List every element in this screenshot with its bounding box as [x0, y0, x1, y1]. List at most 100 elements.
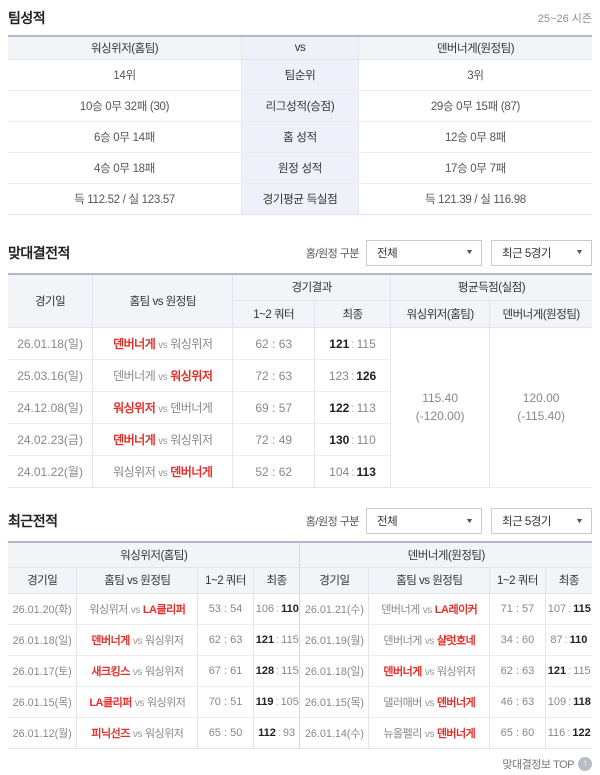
vs-label: vs — [130, 604, 141, 616]
recent-table: 워싱위저(홈팀) 덴버너게(원정팀) 경기일 홈팀 vs 원정팀 1~2 쿼터 … — [8, 541, 592, 749]
final-column-header: 최종 — [544, 567, 592, 594]
score-colon: : — [564, 633, 568, 646]
vs-label: vs — [132, 635, 143, 647]
final-away-score: 110 — [281, 602, 299, 615]
recent-games-select[interactable]: 최근 5경기 ▼ — [491, 508, 592, 534]
home-team: 새크킹스 — [91, 665, 130, 678]
quarter-score: 53 : 54 — [197, 593, 254, 625]
matchup: 덴버너게 vs 워싱위저 — [368, 655, 490, 687]
final-home-score: 107 — [547, 602, 567, 615]
home-stat: 14위 — [8, 59, 242, 91]
matchup: 워싱위저 vs 덴버너게 — [92, 455, 233, 488]
game-date: 26.01.18(일) — [299, 655, 369, 687]
final-score: 107:115 — [544, 593, 592, 625]
section-title-h2h: 맞대결전적 — [8, 244, 70, 261]
quarter-score: 70 : 51 — [197, 686, 254, 718]
home-stat: 6승 0무 14패 — [8, 121, 242, 153]
h2h-home-away-select[interactable]: 전체 ▼ — [366, 239, 482, 266]
final-home-score: 109 — [547, 695, 567, 708]
score-colon: : — [568, 602, 572, 615]
final-column-header: 최종 — [314, 300, 391, 328]
final-away-score: 115 — [356, 336, 376, 351]
arrow-up-icon: ↑ — [578, 756, 592, 771]
final-away-score: 110 — [356, 432, 376, 447]
away-team-header: 덴버너게(원정팀) — [358, 36, 592, 60]
home-team: LA클리퍼 — [89, 696, 132, 709]
avg-points: 115.40 — [422, 391, 459, 406]
stat-label: 팀순위 — [241, 59, 359, 91]
final-away-score: 110 — [569, 633, 588, 646]
final-home-score: 123 — [328, 368, 349, 383]
home-team: 워싱위저 — [89, 603, 128, 616]
final-score: 104:113 — [314, 455, 391, 488]
game-date: 26.01.18(일) — [8, 327, 93, 360]
h2h-controls: 홈/원정 구분 전체 ▼ 최근 5경기 ▼ — [306, 239, 592, 266]
date-column-header: 경기일 — [8, 273, 93, 328]
home-team: 뉴올펠리 — [383, 727, 422, 740]
home-team-group-header: 워싱위저(홈팀) — [8, 542, 300, 568]
final-score: 123:126 — [314, 359, 391, 392]
table-header-row: 1~2 쿼터 최종 워싱위저(홈팀) 덴버너게(원정팀) — [8, 300, 592, 328]
matchup: 덴버너게 vs 샬럿호네 — [368, 624, 490, 656]
table-header-row: 워싱위저(홈팀) vs 덴버너게(원정팀) — [8, 36, 592, 60]
away-stat: 29승 0무 15패 (87) — [358, 90, 592, 122]
home-team: 덴버너게 — [113, 369, 156, 383]
score-colon: : — [276, 602, 280, 615]
final-away-score: 105 — [280, 695, 299, 708]
table-row: 26.01.15(목) LA클리퍼 vs 워싱위저 70 : 51 119:105 … — [8, 686, 592, 718]
quarter-score: 62 : 63 — [232, 327, 315, 360]
final-score: 112:93 — [252, 717, 300, 748]
away-team: 워싱위저 — [170, 433, 213, 447]
table-row: 26.01.18(일) 덴버너게 vs 워싱위저 62 : 63 121:115 2… — [8, 624, 592, 656]
score-colon: : — [351, 464, 355, 479]
final-away-score: 122 — [572, 726, 591, 739]
home-team: 덴버너게 — [113, 433, 156, 447]
chevron-down-icon: ▼ — [464, 517, 474, 525]
game-date: 26.01.20(화) — [8, 593, 77, 625]
avg-home-column-header: 워싱위저(홈팀) — [389, 300, 490, 328]
home-away-filter-label: 홈/원정 구분 — [305, 516, 360, 528]
final-away-score: 126 — [356, 368, 377, 383]
game-date: 24.12.08(일) — [8, 391, 93, 424]
matchup: 워싱위저 vs LA클리퍼 — [76, 593, 198, 625]
table-row: 24.01.22(월) 워싱위저 vs 덴버너게 52 : 62 104:113 — [8, 455, 592, 488]
away-team: 워싱위저 — [144, 727, 184, 740]
final-away-score: 115 — [573, 664, 591, 677]
table-header-row: 경기일 홈팀 vs 원정팀 1~2 쿼터 최종 경기일 홈팀 vs 원정팀 1~… — [8, 567, 592, 594]
away-team: 샬럿호네 — [436, 634, 476, 647]
h2h-recent-games-select[interactable]: 최근 5경기 ▼ — [491, 239, 592, 266]
vs-label: vs — [424, 635, 435, 647]
matchup: 덴버너게 vs 워싱위저 — [92, 423, 233, 456]
final-home-score: 119 — [255, 695, 274, 708]
final-home-score: 87 — [550, 633, 563, 646]
teams-column-header: 홈팀 vs 원정팀 — [92, 273, 233, 328]
final-away-score: 93 — [282, 726, 296, 739]
select-value: 최근 5경기 — [502, 516, 551, 528]
quarter-score: 62 : 63 — [489, 655, 546, 687]
avg-home-cell: 115.40 (-120.00) — [389, 327, 490, 488]
game-date: 26.01.21(수) — [299, 593, 369, 625]
score-colon: : — [568, 664, 572, 677]
final-home-score: 112 — [258, 726, 276, 739]
avg-away-column-header: 덴버너게(원정팀) — [489, 300, 592, 328]
table-row: 14위 팀순위 3위 — [8, 59, 592, 91]
vs-label: vs — [158, 404, 168, 415]
final-home-score: 121 — [547, 664, 567, 677]
matchup: 댈러매버 vs 덴버너게 — [368, 686, 490, 718]
away-team: 워싱위저 — [436, 665, 476, 678]
recent-home-away-select[interactable]: 전체 ▼ — [366, 508, 482, 534]
quarter-column-header: 1~2 쿼터 — [232, 300, 315, 328]
stat-label: 홈 성적 — [241, 121, 359, 153]
matchup: 워싱위저 vs 덴버너게 — [92, 391, 233, 424]
final-score: 121:115 — [544, 655, 592, 687]
away-stat: 득 121.39 / 실 116.98 — [424, 193, 526, 206]
home-team: 덴버너게 — [383, 634, 422, 647]
home-team-header: 워싱위저(홈팀) — [8, 36, 242, 60]
matchup: 덴버너게 vs LA레이커 — [368, 593, 490, 625]
team-stats-table: 워싱위저(홈팀) vs 덴버너게(원정팀) 14위 팀순위 3위 10승 0무 … — [8, 35, 592, 215]
final-home-score: 121 — [329, 336, 350, 351]
game-date: 26.01.15(목) — [299, 686, 369, 718]
h2h-info-top-link[interactable]: 맞대결정보 TOP ↑ — [502, 756, 592, 772]
avg-away-cell: 120.00 (-115.40) — [489, 327, 592, 488]
quarter-score: 65 : 50 — [197, 717, 254, 748]
